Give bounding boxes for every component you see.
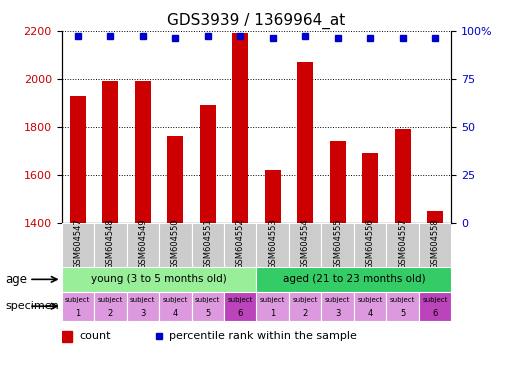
Bar — [419, 292, 451, 321]
Text: GSM604554: GSM604554 — [301, 218, 310, 269]
Bar — [159, 223, 191, 267]
Text: GSM604553: GSM604553 — [268, 218, 277, 269]
Text: subject: subject — [228, 297, 253, 303]
Text: 3: 3 — [335, 309, 341, 318]
Text: 1: 1 — [270, 309, 275, 318]
Text: GSM604555: GSM604555 — [333, 218, 342, 269]
Bar — [94, 223, 127, 267]
Bar — [362, 153, 378, 223]
Bar — [224, 223, 256, 267]
Bar — [256, 223, 289, 267]
Bar — [386, 223, 419, 267]
Text: 4: 4 — [173, 309, 178, 318]
Text: 4: 4 — [368, 309, 373, 318]
Text: 2: 2 — [303, 309, 308, 318]
Bar — [354, 292, 386, 321]
Bar — [62, 267, 256, 292]
Bar — [70, 96, 86, 223]
Bar — [289, 223, 322, 267]
Text: count: count — [79, 331, 111, 341]
Text: 1: 1 — [75, 309, 81, 318]
Text: young (3 to 5 months old): young (3 to 5 months old) — [91, 274, 227, 285]
Text: subject: subject — [423, 297, 448, 303]
Text: 2: 2 — [108, 309, 113, 318]
Text: subject: subject — [65, 297, 90, 303]
Text: GSM604558: GSM604558 — [431, 218, 440, 269]
Bar — [297, 62, 313, 223]
Text: GSM604549: GSM604549 — [139, 218, 147, 269]
Text: 5: 5 — [400, 309, 405, 318]
Bar — [265, 170, 281, 223]
Text: GSM604550: GSM604550 — [171, 218, 180, 269]
Bar — [419, 223, 451, 267]
Bar — [127, 223, 159, 267]
Bar — [322, 292, 354, 321]
Bar — [329, 141, 346, 223]
Bar — [427, 211, 443, 223]
Text: GSM604556: GSM604556 — [366, 218, 374, 269]
Bar — [200, 105, 216, 223]
Bar — [354, 223, 386, 267]
Text: age: age — [5, 273, 27, 286]
Text: GSM604552: GSM604552 — [236, 218, 245, 269]
Bar — [394, 129, 411, 223]
Text: 6: 6 — [432, 309, 438, 318]
Bar — [159, 292, 191, 321]
Bar — [102, 81, 119, 223]
Bar — [224, 292, 256, 321]
Text: GSM604557: GSM604557 — [398, 218, 407, 269]
Text: subject: subject — [97, 297, 123, 303]
Text: percentile rank within the sample: percentile rank within the sample — [169, 331, 357, 341]
Text: subject: subject — [390, 297, 416, 303]
Title: GDS3939 / 1369964_at: GDS3939 / 1369964_at — [167, 13, 346, 29]
Bar — [62, 331, 72, 342]
Bar — [256, 292, 289, 321]
Text: GSM604551: GSM604551 — [203, 218, 212, 269]
Bar — [167, 136, 183, 223]
Text: subject: subject — [325, 297, 350, 303]
Text: GSM604548: GSM604548 — [106, 218, 115, 269]
Text: 5: 5 — [205, 309, 210, 318]
Text: subject: subject — [130, 297, 155, 303]
Bar — [94, 292, 127, 321]
Bar — [289, 292, 322, 321]
Text: subject: subject — [292, 297, 318, 303]
Bar — [127, 292, 159, 321]
Bar — [191, 223, 224, 267]
Text: aged (21 to 23 months old): aged (21 to 23 months old) — [283, 274, 425, 285]
Text: subject: subject — [195, 297, 221, 303]
Bar — [256, 267, 451, 292]
Text: subject: subject — [358, 297, 383, 303]
Text: GSM604547: GSM604547 — [73, 218, 82, 269]
Text: 3: 3 — [140, 309, 146, 318]
Text: specimen: specimen — [5, 301, 59, 311]
Bar — [322, 223, 354, 267]
Bar — [62, 223, 94, 267]
Bar — [134, 81, 151, 223]
Text: subject: subject — [163, 297, 188, 303]
Text: subject: subject — [260, 297, 285, 303]
Bar — [386, 292, 419, 321]
Bar — [62, 292, 94, 321]
Bar — [232, 33, 248, 223]
Bar — [191, 292, 224, 321]
Text: 6: 6 — [238, 309, 243, 318]
